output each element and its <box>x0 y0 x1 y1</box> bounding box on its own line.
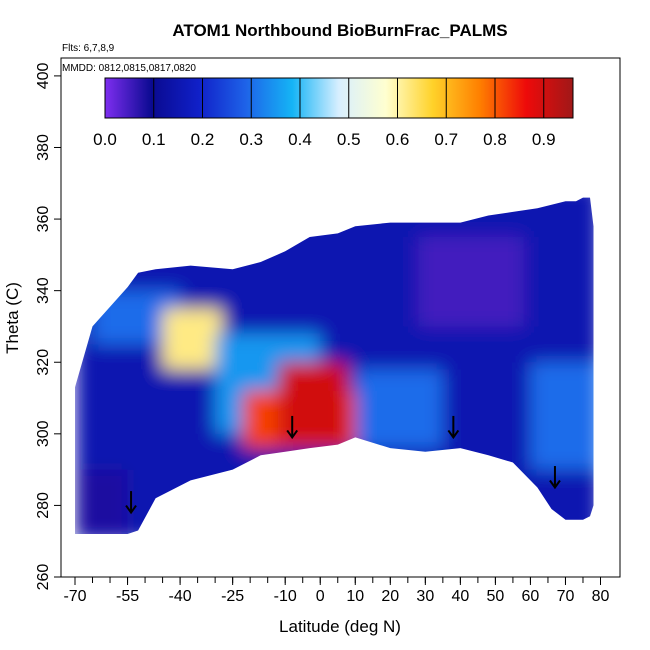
colorbar-tick-label: 0.7 <box>434 130 458 149</box>
colorbar-tick-label: 0.0 <box>93 130 117 149</box>
colorbar-tick-label: 0.5 <box>337 130 361 149</box>
x-tick-label: -10 <box>274 588 297 605</box>
heatmap-region <box>278 362 349 445</box>
x-tick-label: 40 <box>451 588 469 605</box>
down-arrow <box>125 491 137 515</box>
colorbar-tick-label: 0.9 <box>532 130 556 149</box>
down-arrow <box>286 415 299 440</box>
x-tick-label: 30 <box>416 588 434 605</box>
colorbar: 0.0 0.1 0.2 0.3 0.4 0.5 0.6 0.7 0.8 0.9 <box>93 77 574 149</box>
y-tick-label: 280 <box>35 492 52 519</box>
heatmap-region <box>162 308 223 370</box>
heatmap-region <box>530 362 594 470</box>
data-layer <box>75 197 594 534</box>
x-tick-label: -40 <box>169 588 192 605</box>
y-axis: 260 280 300 320 340 360 380 400 <box>35 62 61 590</box>
heatmap-region <box>355 369 443 449</box>
colorbar-tick-label: 0.4 <box>288 130 312 149</box>
heatmap-region <box>418 236 524 327</box>
x-axis-label: Latitude (deg N) <box>279 617 401 636</box>
x-tick-label: -55 <box>116 588 139 605</box>
colorbar-tick-label: 0.1 <box>142 130 166 149</box>
colorbar-ticks: 0.0 0.1 0.2 0.3 0.4 0.5 0.6 0.7 0.8 0.9 <box>93 78 556 149</box>
y-tick-label: 400 <box>35 62 52 89</box>
down-arrow <box>447 415 460 440</box>
colorbar-gradient <box>104 77 574 119</box>
x-tick-label: 50 <box>487 588 505 605</box>
y-tick-label: 340 <box>35 277 52 304</box>
y-tick-label: 260 <box>35 564 52 591</box>
chart-title: ATOM1 Northbound BioBurnFrac_PALMS <box>172 21 507 40</box>
x-tick-label: 10 <box>346 588 364 605</box>
x-axis: -70 -55 -40 -25 -10 0 10 20 30 40 50 60 70 80 <box>63 577 610 605</box>
dates-annotation: MMDD: 0812,0815,0817,0820 <box>62 63 196 74</box>
x-tick-label: 0 <box>316 588 325 605</box>
x-tick-label: 80 <box>592 588 610 605</box>
arrows-layer <box>125 415 561 515</box>
colorbar-tick-label: 0.3 <box>239 130 263 149</box>
flights-annotation: Flts: 6,7,8,9 <box>62 43 115 54</box>
y-tick-label: 380 <box>35 134 52 161</box>
regions-layer <box>75 197 594 534</box>
y-tick-label: 320 <box>35 349 52 376</box>
x-tick-label: 20 <box>381 588 399 605</box>
y-axis-label: Theta (C) <box>3 282 22 354</box>
plot-frame <box>60 57 621 578</box>
y-tick-label: 300 <box>35 420 52 447</box>
x-tick-label: -25 <box>221 588 244 605</box>
x-tick-label: -70 <box>63 588 86 605</box>
x-tick-label: 70 <box>557 588 575 605</box>
colorbar-tick-label: 0.8 <box>483 130 507 149</box>
x-tick-label: 60 <box>522 588 540 605</box>
colorbar-tick-label: 0.2 <box>191 130 215 149</box>
y-tick-label: 360 <box>35 206 52 233</box>
down-arrow <box>549 466 561 490</box>
colorbar-tick-label: 0.6 <box>386 130 410 149</box>
heatmap-region <box>75 469 128 534</box>
